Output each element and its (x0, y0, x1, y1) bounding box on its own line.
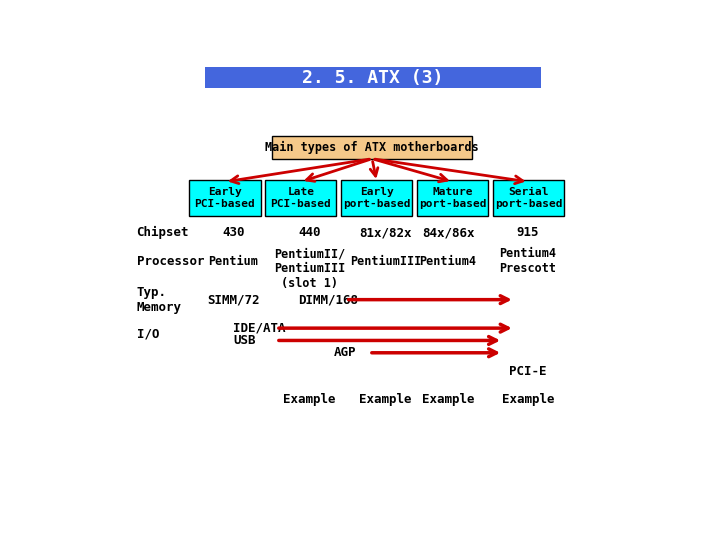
Text: Pentium4
Prescott: Pentium4 Prescott (500, 247, 557, 275)
Text: Early
port-based: Early port-based (343, 187, 410, 209)
Text: Example: Example (422, 393, 474, 406)
Text: 915: 915 (517, 226, 539, 239)
Text: 84x/86x: 84x/86x (422, 226, 474, 239)
FancyBboxPatch shape (493, 180, 564, 215)
Text: Typ.
Memory: Typ. Memory (137, 286, 181, 314)
Text: Main types of ATX motherboards: Main types of ATX motherboards (265, 140, 479, 154)
Text: Pentium: Pentium (208, 255, 258, 268)
FancyBboxPatch shape (417, 180, 488, 215)
FancyBboxPatch shape (189, 180, 261, 215)
Text: Processor: Processor (137, 255, 204, 268)
FancyBboxPatch shape (204, 67, 541, 88)
Text: Example: Example (502, 393, 554, 406)
Text: PentiumIII: PentiumIII (350, 255, 421, 268)
Text: 2. 5. ATX (3): 2. 5. ATX (3) (302, 69, 444, 86)
Text: AGP: AGP (334, 346, 356, 359)
Text: 440: 440 (298, 226, 320, 239)
Text: Pentium4: Pentium4 (420, 255, 477, 268)
Text: 430: 430 (222, 226, 245, 239)
Text: Late
PCI-based: Late PCI-based (271, 187, 331, 209)
Text: Early
PCI-based: Early PCI-based (194, 187, 255, 209)
Text: SIMM/72: SIMM/72 (207, 293, 260, 306)
Text: Example: Example (283, 393, 336, 406)
Text: IDE/ATA: IDE/ATA (233, 322, 286, 335)
Text: PCI-E: PCI-E (509, 364, 546, 378)
Text: Example: Example (359, 393, 412, 406)
Text: Chipset: Chipset (137, 226, 189, 239)
FancyBboxPatch shape (272, 136, 472, 159)
Text: DIMM/168: DIMM/168 (297, 293, 358, 306)
FancyBboxPatch shape (341, 180, 413, 215)
Text: 81x/82x: 81x/82x (359, 226, 412, 239)
Text: Mature
port-based: Mature port-based (419, 187, 487, 209)
Text: Serial
port-based: Serial port-based (495, 187, 562, 209)
FancyBboxPatch shape (265, 180, 336, 215)
Text: I/O: I/O (137, 328, 159, 341)
Text: PentiumII/
PentiumIII
(slot 1): PentiumII/ PentiumIII (slot 1) (274, 247, 345, 291)
Text: USB: USB (233, 334, 256, 347)
